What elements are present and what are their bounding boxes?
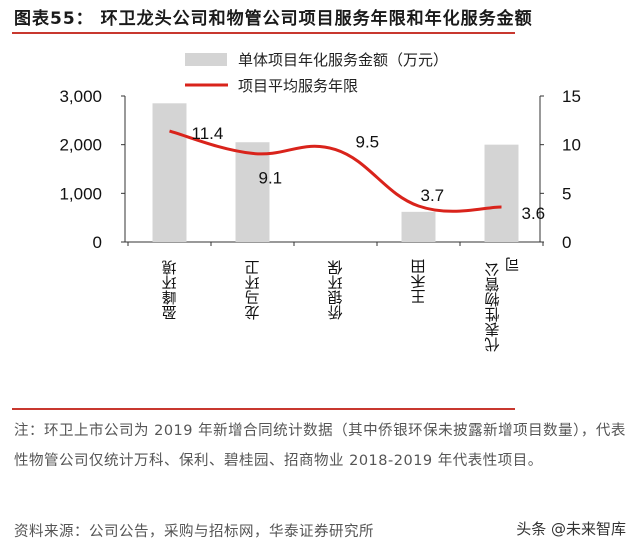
category-label-2: 侨银环保 bbox=[327, 260, 345, 320]
line-series bbox=[169, 129, 502, 213]
note-text: 注：环卫上市公司为 2019 年新增合同统计数据（其中侨银环保未披露新增项目数量… bbox=[14, 423, 626, 469]
left-tick-label: 2,000 bbox=[59, 136, 102, 155]
bar-0 bbox=[152, 103, 187, 242]
bar-3 bbox=[401, 211, 436, 242]
data-label-0: 11.4 bbox=[192, 124, 224, 143]
figure-title: 图表55： 环卫龙头公司和物管公司项目服务年限和年化服务金额 bbox=[14, 9, 533, 29]
chart: 单体项目年化服务金额（万元） 项目平均服务年限 0 1,000 2,000 3,000 0 5… bbox=[59, 51, 581, 352]
category-label-3: 王禾田 bbox=[410, 259, 428, 304]
right-tick-label: 5 bbox=[562, 184, 571, 203]
bar-4 bbox=[484, 144, 519, 242]
title-rule bbox=[12, 32, 515, 34]
right-tick-label: 0 bbox=[562, 233, 571, 252]
legend-label-bar: 单体项目年化服务金额（万元） bbox=[238, 51, 448, 69]
left-tick-label: 0 bbox=[93, 233, 102, 252]
data-label-1: 9.1 bbox=[259, 168, 283, 187]
right-tick-label: 10 bbox=[562, 136, 581, 155]
category-label-1: 龙马环卫 bbox=[244, 260, 262, 320]
category-label-4: 代表性物管公 bbox=[484, 262, 502, 352]
watermark: 头条 @未来智库 bbox=[516, 520, 626, 538]
left-tick-label: 3,000 bbox=[59, 87, 102, 106]
data-label-4: 3.6 bbox=[522, 204, 546, 223]
note-rule bbox=[12, 408, 515, 410]
bar-1 bbox=[235, 142, 270, 242]
category-label-0: 盈峰环境 bbox=[161, 259, 179, 320]
source-text: 资料来源：公司公告，采购与招标网，华泰证券研究所 bbox=[14, 524, 374, 540]
right-tick-label: 15 bbox=[562, 87, 581, 106]
category-label-4: 司 bbox=[504, 257, 522, 272]
data-label-2: 9.5 bbox=[356, 133, 380, 152]
legend-label-line: 项目平均服务年限 bbox=[238, 77, 358, 95]
data-label-3: 3.7 bbox=[421, 186, 445, 205]
left-tick-label: 1,000 bbox=[59, 184, 102, 203]
legend-swatch-bar bbox=[185, 53, 227, 66]
